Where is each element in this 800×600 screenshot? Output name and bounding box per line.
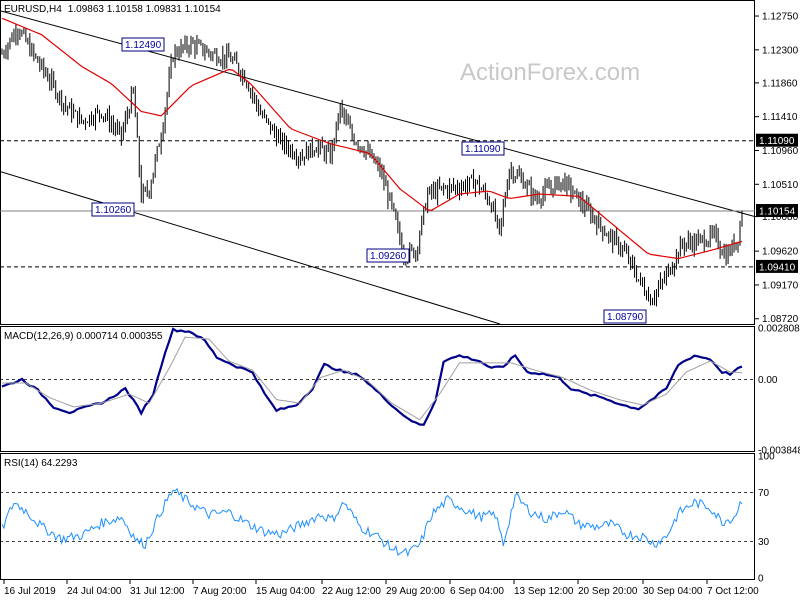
rsi-line — [1, 487, 743, 558]
time-tick-label: 29 Aug 20:00 — [386, 586, 445, 597]
time-tick-label: 13 Sep 12:00 — [514, 586, 574, 597]
macd-series — [0, 327, 755, 426]
level-price-label: 1.09410 — [759, 262, 796, 273]
time-tick-label: 20 Sep 20:00 — [578, 586, 638, 597]
macd-pane-frame — [0, 326, 755, 452]
level-price-box — [756, 133, 798, 147]
price-tick-label: 1.12750 — [762, 12, 799, 23]
rsi-tick-label: 0 — [758, 574, 764, 585]
annotation-label: 1.08790 — [607, 312, 644, 323]
moving-average — [1, 17, 743, 260]
price-tick-label: 1.08720 — [762, 314, 799, 325]
time-tick-label: 30 Sep 04:00 — [643, 586, 703, 597]
level-price-box — [756, 259, 798, 273]
ma-line — [1, 17, 743, 260]
macd-line — [1, 327, 743, 426]
price-tick-label: 1.09620 — [762, 247, 799, 258]
level-price-label: 1.11090 — [759, 136, 795, 147]
macd-tick-label: 0.002808 — [758, 323, 800, 334]
time-tick-label: 16 Jul 2019 — [4, 586, 56, 597]
price-axis: 1.12750 1.12300 1.11860 1.11410 1.10960 1.105… — [755, 12, 799, 325]
rsi-axis: 100 70 30 0 — [758, 452, 775, 585]
price-tick-label: 1.09170 — [762, 280, 799, 291]
macd-tick-label: 0.00 — [758, 375, 778, 386]
symbol-label: EURUSD,H4 — [4, 4, 62, 15]
price-tick-label: 1.11860 — [762, 78, 798, 89]
time-tick-label: 24 Jul 04:00 — [67, 586, 122, 597]
time-tick-label: 31 Jul 12:00 — [130, 586, 185, 597]
annotation-label: 1.11090 — [465, 144, 501, 155]
level-price-label: 1.10154 — [759, 207, 796, 218]
price-annotations: 1.12490 1.10260 1.09260 1.11090 1.08790 — [91, 37, 647, 324]
price-pane-frame — [0, 0, 755, 325]
channel-lower-line — [0, 171, 501, 325]
level-price-box — [756, 204, 798, 218]
macd-axis: 0.002808 0.00 -0.003848 — [758, 323, 800, 456]
price-tick-label: 1.10960 — [762, 146, 799, 157]
rsi-tick-label: 100 — [758, 452, 775, 463]
time-tick-label: 7 Oct 12:00 — [707, 586, 759, 597]
price-header: EURUSD,H4 1.09863 1.10158 1.09831 1.10154 — [4, 4, 221, 15]
time-tick-label: 22 Aug 12:00 — [322, 586, 381, 597]
time-tick-label: 6 Sep 04:00 — [450, 586, 504, 597]
annotation-box — [461, 141, 505, 156]
price-tick-label: 1.10510 — [762, 180, 799, 191]
annotation-box — [603, 309, 647, 324]
time-tick-label: 7 Aug 20:00 — [193, 586, 247, 597]
time-axis: 16 Jul 2019 24 Jul 04:00 31 Jul 12:00 7 Aug… — [3, 580, 759, 597]
price-levels: 1.11090 1.09410 1.10154 — [0, 133, 798, 273]
rsi-tick-label: 30 — [758, 537, 770, 548]
channel-upper-line — [0, 10, 756, 218]
annotation-box — [91, 202, 135, 217]
annotation-box — [121, 37, 165, 52]
macd-signal-line — [2, 336, 743, 421]
rsi-tick-label: 70 — [758, 488, 770, 499]
ohlc-label: 1.09863 1.10158 1.09831 1.10154 — [68, 4, 221, 15]
price-tick-label: 1.10080 — [762, 212, 799, 223]
rsi-pane-frame — [0, 453, 755, 580]
macd-tick-label: -0.003848 — [758, 445, 800, 456]
annotation-label: 1.09260 — [370, 251, 407, 262]
time-tick-label: 15 Aug 04:00 — [256, 586, 315, 597]
rsi-header: RSI(14) 64.2293 — [4, 458, 78, 469]
macd-header: MACD(12,26,9) 0.000714 0.000355 — [4, 331, 163, 342]
annotation-box — [366, 248, 410, 263]
rsi-series — [0, 487, 755, 558]
price-tick-label: 1.12300 — [762, 45, 799, 56]
price-tick-label: 1.11410 — [762, 112, 798, 123]
annotation-label: 1.12490 — [125, 40, 162, 51]
price-watermark: ActionForex.com — [460, 59, 640, 86]
annotation-label: 1.10260 — [95, 205, 132, 216]
